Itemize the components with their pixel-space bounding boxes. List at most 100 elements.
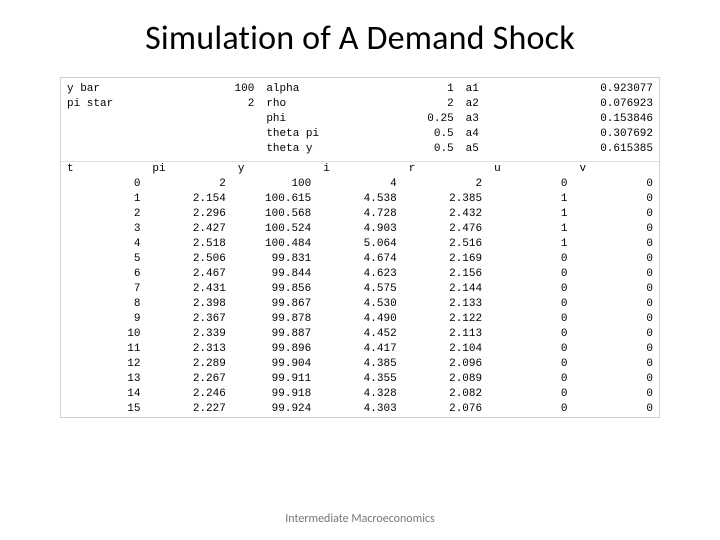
table-cell: 2.385 [403, 192, 488, 207]
table-cell: 0 [488, 297, 573, 312]
param-value: 1 [360, 82, 454, 97]
table-cell: 2.154 [146, 192, 231, 207]
table-cell: 0 [488, 357, 573, 372]
param-row [67, 112, 254, 127]
param-row [67, 127, 254, 142]
table-cell: 2.144 [403, 282, 488, 297]
param-value: 0.5 [360, 142, 454, 157]
table-cell: 0 [488, 252, 573, 267]
table-cell: 0 [488, 372, 573, 387]
table-cell: 0 [574, 282, 659, 297]
param-label: a1 [466, 82, 560, 97]
table-cell: 4.538 [317, 192, 402, 207]
table-cell: 1 [488, 192, 573, 207]
table-cell: 4.530 [317, 297, 402, 312]
table-cell: 0 [574, 222, 659, 237]
table-cell: 4.674 [317, 252, 402, 267]
param-label: a5 [466, 142, 560, 157]
table-cell: 99.924 [232, 402, 317, 417]
table-cell: 0 [574, 327, 659, 342]
table-cell: 2.267 [146, 372, 231, 387]
param-label: alpha [266, 82, 360, 97]
table-row: 62.46799.8444.6232.15600 [61, 267, 659, 282]
table-row: 102.33999.8874.4522.11300 [61, 327, 659, 342]
table-cell: 4.303 [317, 402, 402, 417]
param-value: 2 [360, 97, 454, 112]
column-header: y [232, 162, 317, 177]
param-value: 0.615385 [559, 142, 653, 157]
table-cell: 100.524 [232, 222, 317, 237]
param-row: y bar100 [67, 82, 254, 97]
table-cell: 99.867 [232, 297, 317, 312]
table-cell: 5 [61, 252, 146, 267]
column-header: i [317, 162, 402, 177]
param-col-1: y bar100pi star2 [61, 78, 260, 161]
table-cell: 4.355 [317, 372, 402, 387]
table-cell: 0 [488, 402, 573, 417]
table-cell: 10 [61, 327, 146, 342]
table-cell: 2.122 [403, 312, 488, 327]
table-cell: 2 [403, 177, 488, 192]
table-cell: 99.831 [232, 252, 317, 267]
table-cell: 100.615 [232, 192, 317, 207]
table-cell: 4 [317, 177, 402, 192]
table-cell: 99.911 [232, 372, 317, 387]
param-row: phi0.25 [266, 112, 453, 127]
table-row: 22.296100.5684.7282.43210 [61, 207, 659, 222]
table-cell: 0 [488, 342, 573, 357]
table-cell: 0 [488, 312, 573, 327]
param-row: theta pi0.5 [266, 127, 453, 142]
param-value: 100 [161, 82, 255, 97]
table-cell: 99.904 [232, 357, 317, 372]
table-cell: 2.516 [403, 237, 488, 252]
table-cell: 5.064 [317, 237, 402, 252]
table-cell: 2.246 [146, 387, 231, 402]
table-cell: 2.296 [146, 207, 231, 222]
param-value: 0.153846 [559, 112, 653, 127]
table-cell: 2.432 [403, 207, 488, 222]
table-cell: 2 [146, 177, 231, 192]
param-row: a30.153846 [466, 112, 653, 127]
param-label: y bar [67, 82, 161, 97]
table-row: 32.427100.5244.9032.47610 [61, 222, 659, 237]
table-cell: 8 [61, 297, 146, 312]
table-cell: 9 [61, 312, 146, 327]
table-cell: 99.878 [232, 312, 317, 327]
table-cell: 2.289 [146, 357, 231, 372]
table-cell: 15 [61, 402, 146, 417]
table-cell: 0 [488, 267, 573, 282]
table-cell: 2.104 [403, 342, 488, 357]
table-cell: 7 [61, 282, 146, 297]
table-row: 142.24699.9184.3282.08200 [61, 387, 659, 402]
table-row: 152.22799.9244.3032.07600 [61, 402, 659, 417]
spreadsheet: y bar100pi star2 alpha1rho2phi0.25theta … [60, 77, 660, 418]
table-cell: 4.903 [317, 222, 402, 237]
table-cell: 4.328 [317, 387, 402, 402]
param-value: 0.076923 [559, 97, 653, 112]
simulation-table: tpiyiruv 02100420012.154100.6154.5382.38… [61, 162, 659, 417]
table-cell: 13 [61, 372, 146, 387]
param-row: theta y0.5 [266, 142, 453, 157]
param-label: a4 [466, 127, 560, 142]
table-cell: 0 [574, 387, 659, 402]
param-label: theta pi [266, 127, 360, 142]
param-row: a40.307692 [466, 127, 653, 142]
table-cell: 4.728 [317, 207, 402, 222]
table-cell: 2.096 [403, 357, 488, 372]
param-label: rho [266, 97, 360, 112]
column-header: v [574, 162, 659, 177]
table-cell: 2.506 [146, 252, 231, 267]
table-cell: 2.169 [403, 252, 488, 267]
table-cell: 100.568 [232, 207, 317, 222]
footer-text: Intermediate Macroeconomics [0, 512, 720, 526]
table-cell: 2.467 [146, 267, 231, 282]
table-cell: 0 [574, 192, 659, 207]
param-row: a10.923077 [466, 82, 653, 97]
table-cell: 0 [488, 282, 573, 297]
param-value: 0.5 [360, 127, 454, 142]
table-row: 82.39899.8674.5302.13300 [61, 297, 659, 312]
param-label: phi [266, 112, 360, 127]
table-cell: 2.476 [403, 222, 488, 237]
table-cell: 99.918 [232, 387, 317, 402]
table-row: 112.31399.8964.4172.10400 [61, 342, 659, 357]
